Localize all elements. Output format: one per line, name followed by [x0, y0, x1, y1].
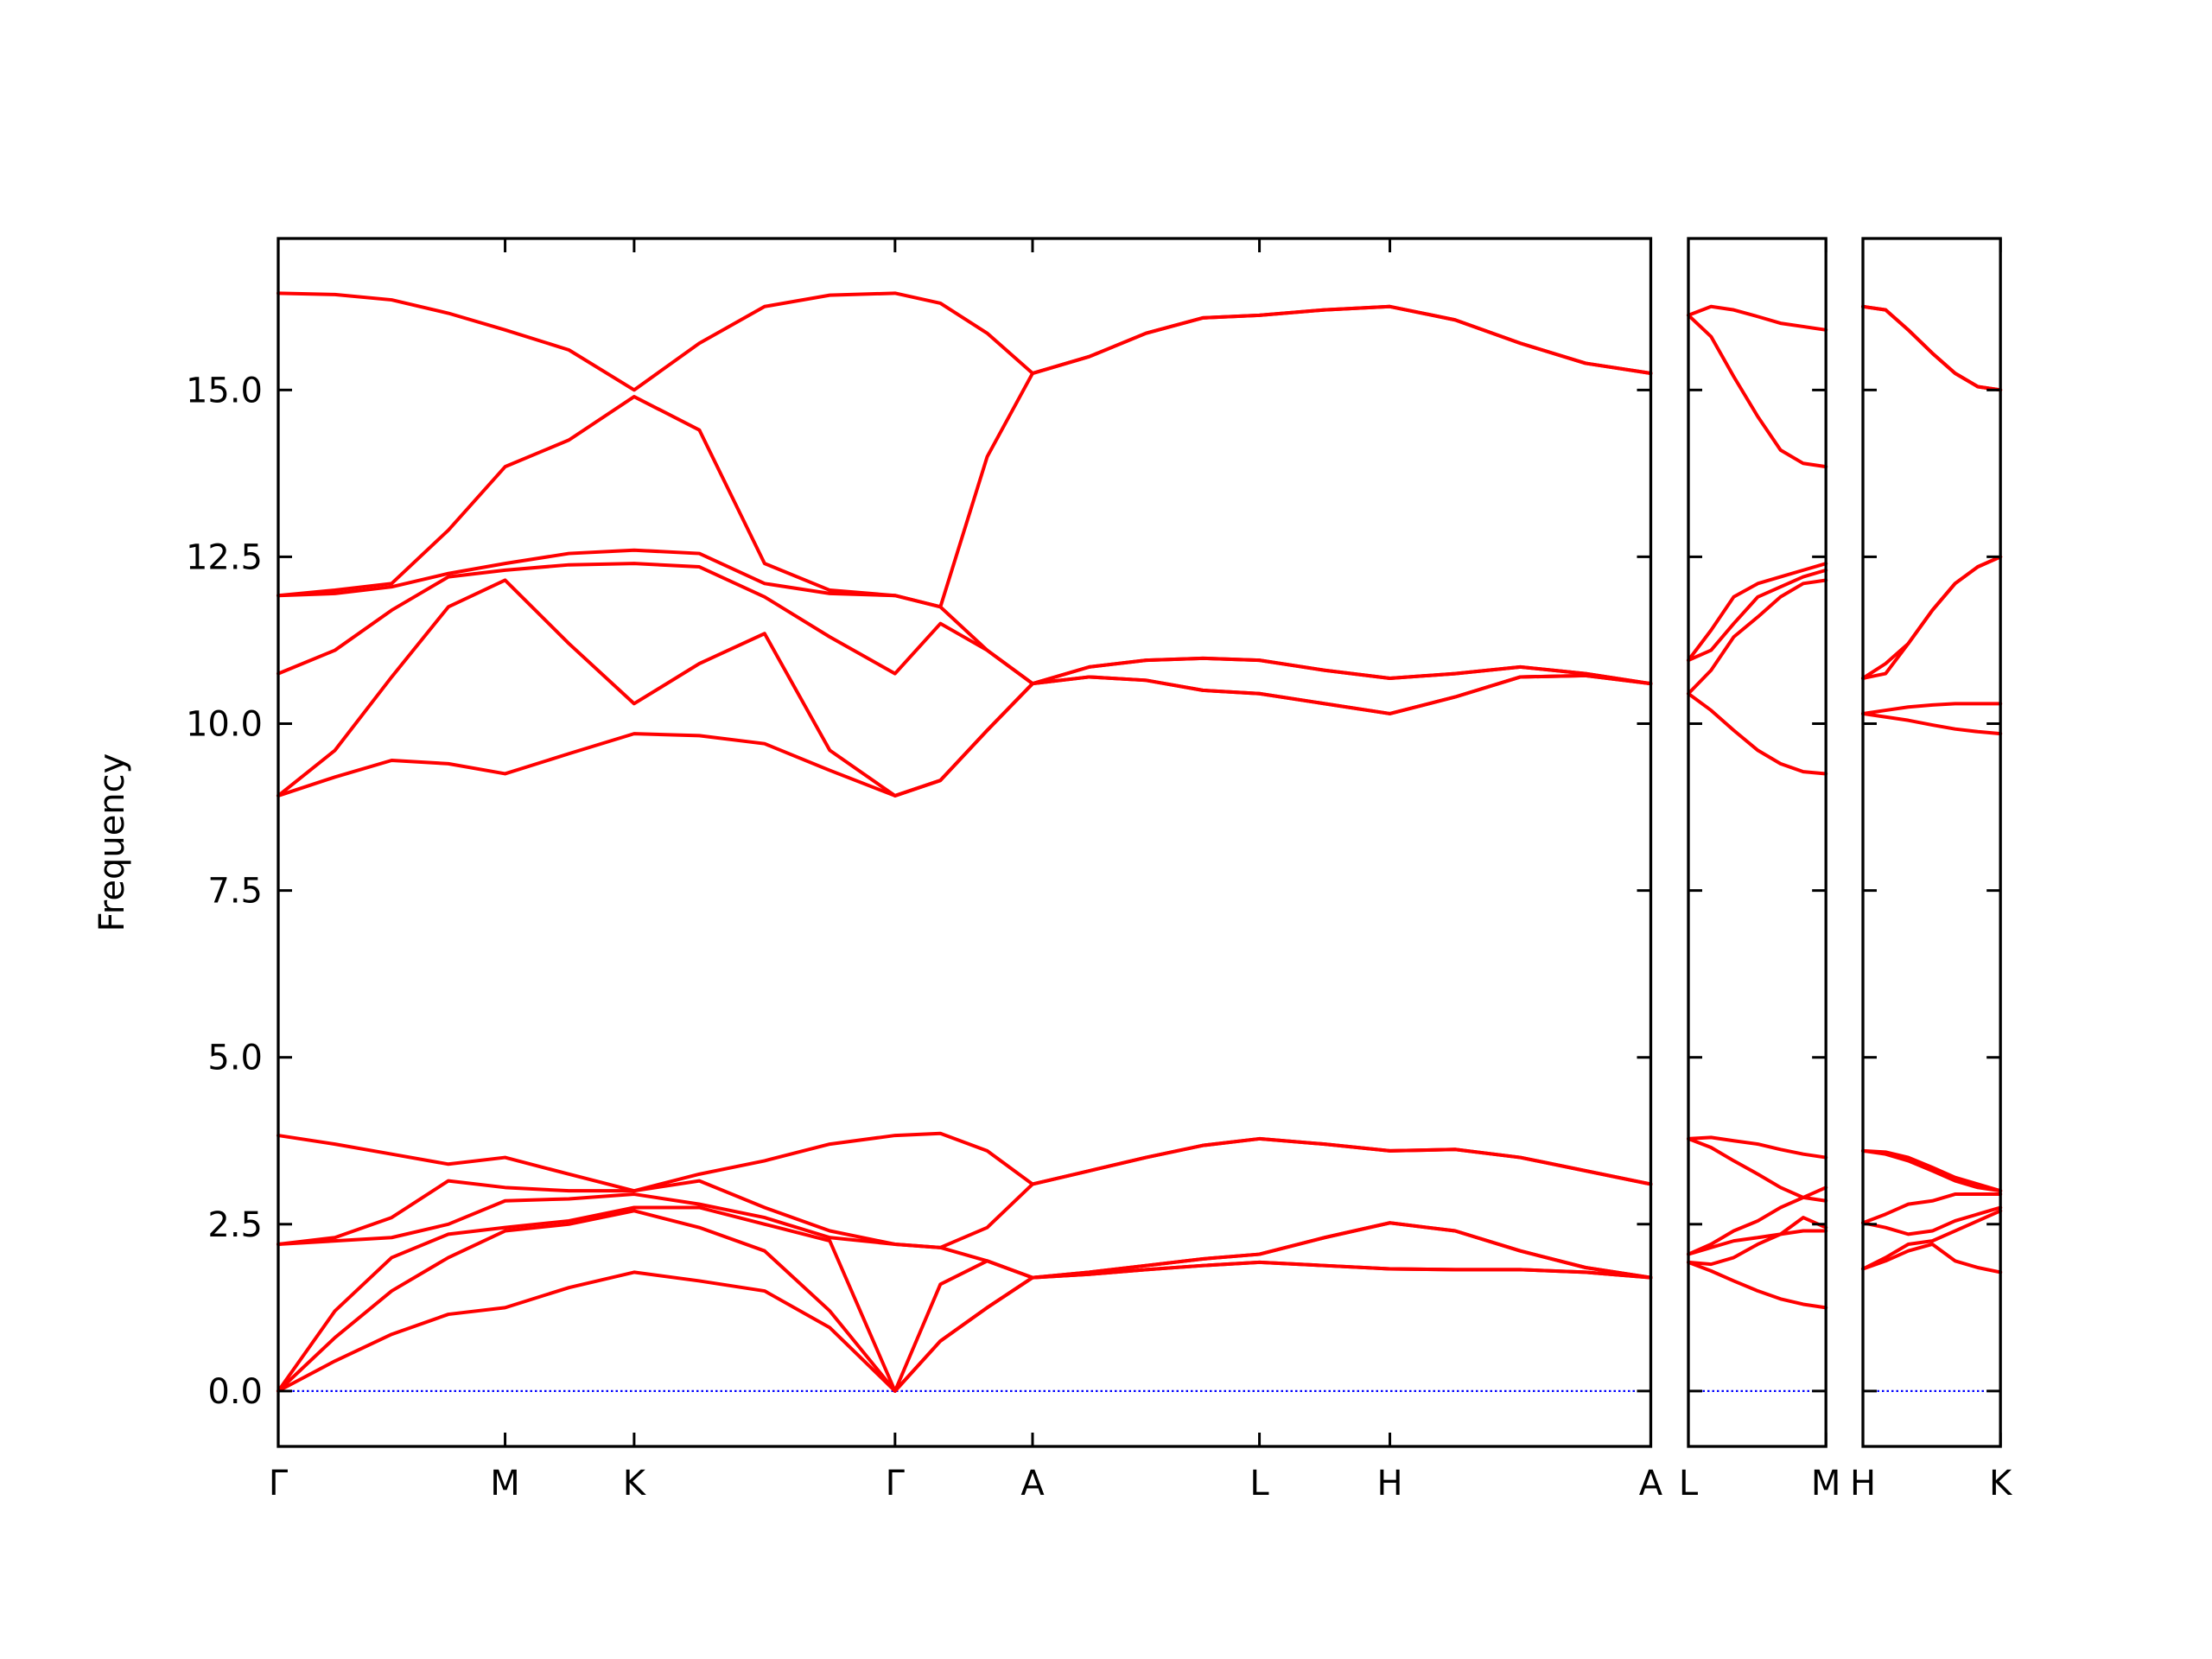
band-line — [1687, 1229, 1828, 1267]
band-line — [276, 291, 1653, 392]
band-line — [276, 578, 1653, 798]
band-line — [1861, 1192, 2003, 1225]
band-line — [1687, 568, 1828, 663]
y-tick-label: 7.5 — [207, 872, 263, 912]
band-line — [1687, 313, 1828, 469]
band-line — [1687, 1216, 1828, 1256]
x-tick-label: K — [623, 1464, 647, 1503]
axes-frame — [276, 237, 1653, 1448]
band-line — [1687, 1260, 1828, 1310]
band-line — [1687, 578, 1828, 696]
x-tick-label: Γ — [269, 1464, 289, 1503]
band-line — [1861, 711, 2003, 736]
band-line — [276, 548, 1653, 686]
panel: 0.0 2.5 5.0 7.5 10.0 12.5 15.0 Γ M K Γ A L H A Frequenc… — [92, 237, 1663, 1503]
x-tick-label: L — [1679, 1464, 1699, 1503]
y-tick-label: 5.0 — [207, 1039, 263, 1078]
y-tick-label: 0.0 — [207, 1372, 263, 1412]
x-tick-label: H — [1850, 1464, 1876, 1503]
x-tick-label: A — [1020, 1464, 1045, 1503]
x-tick-label: H — [1377, 1464, 1403, 1503]
band-line — [1861, 555, 2003, 680]
band-line — [1687, 1136, 1828, 1199]
y-tick-label: 10.0 — [186, 705, 263, 745]
axes-frame — [1861, 237, 2002, 1448]
band-line — [276, 1131, 1653, 1193]
y-tick-label: 12.5 — [186, 537, 263, 577]
x-tick-label: L — [1249, 1464, 1269, 1503]
axes-frame — [1687, 237, 1827, 1448]
band-line — [1861, 1148, 2003, 1193]
x-tick-label: K — [1989, 1464, 2013, 1503]
band-line — [1687, 562, 1828, 663]
y-axis-label: Frequency — [92, 753, 132, 932]
y-tick-label: 2.5 — [207, 1205, 263, 1245]
band-line — [1861, 304, 2003, 392]
y-tick-label: 15.0 — [186, 371, 263, 410]
band-line — [1687, 691, 1828, 776]
band-line — [1861, 1205, 2003, 1236]
band-line — [276, 1209, 1653, 1393]
band-line — [1861, 702, 2003, 715]
band-line — [1687, 304, 1828, 332]
x-tick-label: Γ — [886, 1464, 906, 1503]
band-line — [1861, 1242, 2003, 1274]
x-tick-label: M — [490, 1464, 520, 1503]
band-line — [1687, 1135, 1828, 1160]
band-line — [1861, 1209, 2003, 1271]
x-tick-label: A — [1639, 1464, 1663, 1503]
band-line — [276, 1192, 1653, 1280]
x-tick-label: M — [1811, 1464, 1841, 1503]
band-line — [1861, 1148, 2003, 1193]
